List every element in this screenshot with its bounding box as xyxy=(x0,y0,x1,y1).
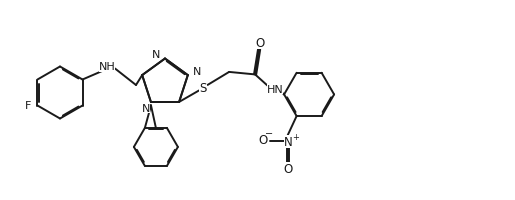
Text: N: N xyxy=(152,50,160,60)
Text: O: O xyxy=(283,162,293,175)
Text: N: N xyxy=(284,135,293,148)
Text: N: N xyxy=(142,103,150,113)
Text: −: − xyxy=(265,128,273,138)
Text: O: O xyxy=(255,37,264,50)
Text: N: N xyxy=(193,67,201,77)
Text: NH: NH xyxy=(99,62,115,72)
Text: S: S xyxy=(199,82,207,95)
Text: +: + xyxy=(291,132,299,141)
Text: HN: HN xyxy=(267,85,283,95)
Text: O: O xyxy=(258,133,267,146)
Text: F: F xyxy=(25,101,31,111)
